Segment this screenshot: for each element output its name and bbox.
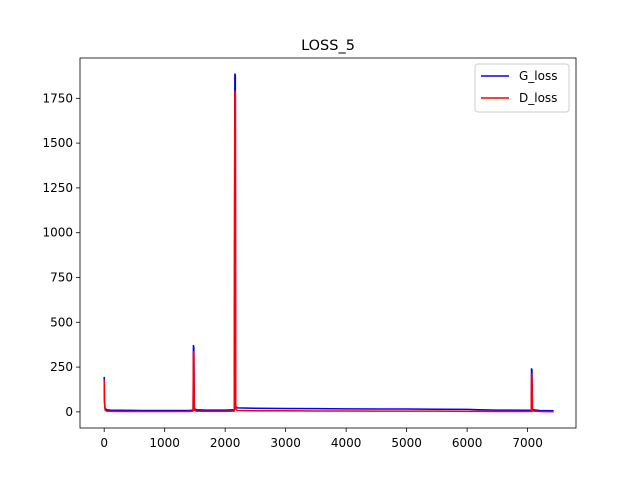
x-tick-label: 7000 bbox=[512, 436, 543, 450]
y-tick-label: 750 bbox=[50, 270, 73, 284]
x-tick-label: 2000 bbox=[210, 436, 241, 450]
axes-frame bbox=[79, 57, 577, 429]
series-line-d-loss bbox=[103, 90, 554, 413]
x-tick-label: 4000 bbox=[331, 436, 362, 450]
x-tick-label: 1000 bbox=[149, 436, 180, 450]
legend-label: G_loss bbox=[519, 69, 557, 83]
x-tick-label: 5000 bbox=[391, 436, 422, 450]
plot-area: 0 1000 2000 3000 4000 5000 6000 7000 0 250 500 750 1… bbox=[42, 57, 577, 450]
y-tick-label: 0 bbox=[65, 405, 73, 419]
legend-label: D_loss bbox=[519, 91, 557, 105]
y-tick-label: 250 bbox=[50, 360, 73, 374]
x-tick-label: 0 bbox=[100, 436, 108, 450]
x-tick-label: 3000 bbox=[270, 436, 301, 450]
y-tick-label: 1500 bbox=[42, 136, 73, 150]
y-tick-label: 1000 bbox=[42, 226, 73, 240]
y-tick-label: 500 bbox=[50, 315, 73, 329]
legend: G_loss D_loss bbox=[474, 63, 570, 113]
y-tick-label: 1750 bbox=[42, 91, 73, 105]
x-tick-label: 6000 bbox=[452, 436, 483, 450]
y-tick-label: 1250 bbox=[42, 181, 73, 195]
chart-title: LOSS_5 bbox=[301, 38, 355, 54]
